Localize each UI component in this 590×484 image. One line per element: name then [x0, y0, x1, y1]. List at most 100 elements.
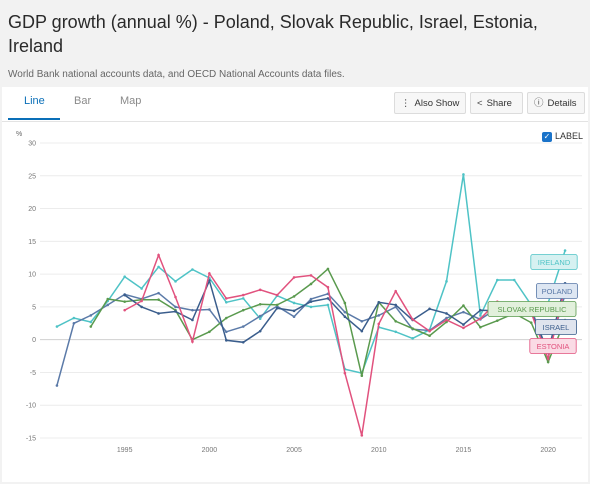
data-point[interactable]: [225, 316, 228, 320]
data-point[interactable]: [89, 325, 93, 328]
data-point[interactable]: [377, 301, 381, 304]
data-point[interactable]: [411, 318, 414, 321]
data-point[interactable]: [496, 278, 499, 282]
data-point[interactable]: [140, 287, 143, 290]
data-point[interactable]: [394, 330, 397, 334]
data-point[interactable]: [225, 330, 228, 334]
data-point[interactable]: [428, 307, 431, 311]
data-point[interactable]: [258, 314, 262, 318]
data-point[interactable]: [241, 325, 245, 328]
data-point[interactable]: [140, 305, 143, 309]
data-point[interactable]: [292, 301, 296, 305]
data-point[interactable]: [462, 173, 465, 176]
data-point[interactable]: [89, 314, 93, 317]
data-point[interactable]: [208, 272, 211, 275]
data-point[interactable]: [55, 384, 59, 387]
data-point[interactable]: [563, 249, 567, 252]
data-point[interactable]: [546, 357, 550, 360]
data-point[interactable]: [411, 337, 414, 340]
data-point[interactable]: [445, 312, 448, 315]
data-point[interactable]: [275, 306, 279, 310]
data-point[interactable]: [106, 297, 110, 301]
data-point[interactable]: [428, 329, 431, 333]
data-point[interactable]: [191, 308, 194, 312]
data-point[interactable]: [496, 319, 499, 322]
data-point[interactable]: [106, 303, 110, 307]
data-point[interactable]: [123, 308, 126, 312]
data-point[interactable]: [241, 308, 245, 312]
data-point[interactable]: [275, 303, 279, 307]
data-point[interactable]: [326, 303, 330, 307]
data-point[interactable]: [445, 280, 448, 283]
data-point[interactable]: [241, 293, 245, 297]
data-point[interactable]: [309, 282, 313, 286]
details-button[interactable]: ⓘ Details: [527, 92, 585, 114]
data-point[interactable]: [360, 329, 364, 333]
checkbox-checked-icon[interactable]: ✓: [542, 131, 552, 142]
data-point[interactable]: [123, 275, 126, 279]
data-point[interactable]: [292, 309, 296, 313]
label-toggle[interactable]: ✓ LABEL: [542, 131, 584, 142]
data-point[interactable]: [479, 308, 482, 312]
data-point[interactable]: [72, 316, 76, 320]
data-point[interactable]: [377, 322, 381, 326]
series-line-estonia[interactable]: [124, 253, 566, 436]
data-point[interactable]: [275, 293, 279, 297]
data-point[interactable]: [445, 316, 448, 320]
data-point[interactable]: [343, 301, 347, 305]
data-point[interactable]: [157, 312, 160, 315]
data-point[interactable]: [377, 314, 381, 317]
data-point[interactable]: [309, 297, 313, 301]
data-point[interactable]: [292, 315, 296, 319]
data-point[interactable]: [394, 289, 397, 293]
data-point[interactable]: [326, 267, 330, 271]
data-point[interactable]: [258, 288, 262, 292]
series-line-slovak-republic[interactable]: [90, 267, 566, 376]
data-point[interactable]: [309, 274, 313, 277]
data-point[interactable]: [157, 298, 160, 301]
data-point[interactable]: [292, 276, 296, 279]
data-point[interactable]: [140, 299, 143, 303]
data-point[interactable]: [225, 301, 228, 304]
data-point[interactable]: [123, 293, 126, 297]
data-point[interactable]: [174, 280, 177, 283]
data-point[interactable]: [258, 317, 262, 320]
data-point[interactable]: [326, 285, 330, 289]
data-point[interactable]: [479, 314, 482, 317]
data-point[interactable]: [512, 278, 516, 282]
data-point[interactable]: [309, 305, 313, 309]
data-point[interactable]: [208, 330, 211, 334]
data-point[interactable]: [174, 295, 177, 299]
data-point[interactable]: [360, 374, 364, 378]
data-point[interactable]: [326, 297, 330, 300]
tab-line[interactable]: Line: [24, 95, 45, 107]
data-point[interactable]: [462, 326, 465, 330]
data-point[interactable]: [360, 434, 364, 437]
data-point[interactable]: [157, 253, 160, 257]
data-point[interactable]: [191, 268, 194, 271]
data-point[interactable]: [258, 302, 262, 306]
data-point[interactable]: [462, 323, 465, 326]
data-point[interactable]: [89, 320, 93, 324]
data-point[interactable]: [208, 308, 211, 311]
data-point[interactable]: [360, 320, 364, 323]
data-point[interactable]: [411, 327, 414, 330]
share-button[interactable]: < Share: [470, 92, 523, 114]
data-point[interactable]: [157, 291, 160, 295]
data-point[interactable]: [394, 303, 397, 307]
data-point[interactable]: [343, 371, 347, 375]
data-point[interactable]: [225, 339, 228, 342]
data-point[interactable]: [241, 297, 245, 300]
data-point[interactable]: [55, 325, 59, 328]
data-point[interactable]: [174, 305, 177, 309]
data-point[interactable]: [191, 318, 194, 322]
data-point[interactable]: [225, 297, 228, 300]
data-point[interactable]: [479, 325, 482, 329]
data-point[interactable]: [241, 340, 245, 344]
also-show-button[interactable]: ⋮ Also Show: [394, 92, 466, 114]
data-point[interactable]: [258, 329, 262, 333]
data-point[interactable]: [174, 310, 177, 313]
data-point[interactable]: [479, 317, 482, 320]
data-point[interactable]: [292, 295, 296, 298]
data-point[interactable]: [428, 334, 431, 338]
